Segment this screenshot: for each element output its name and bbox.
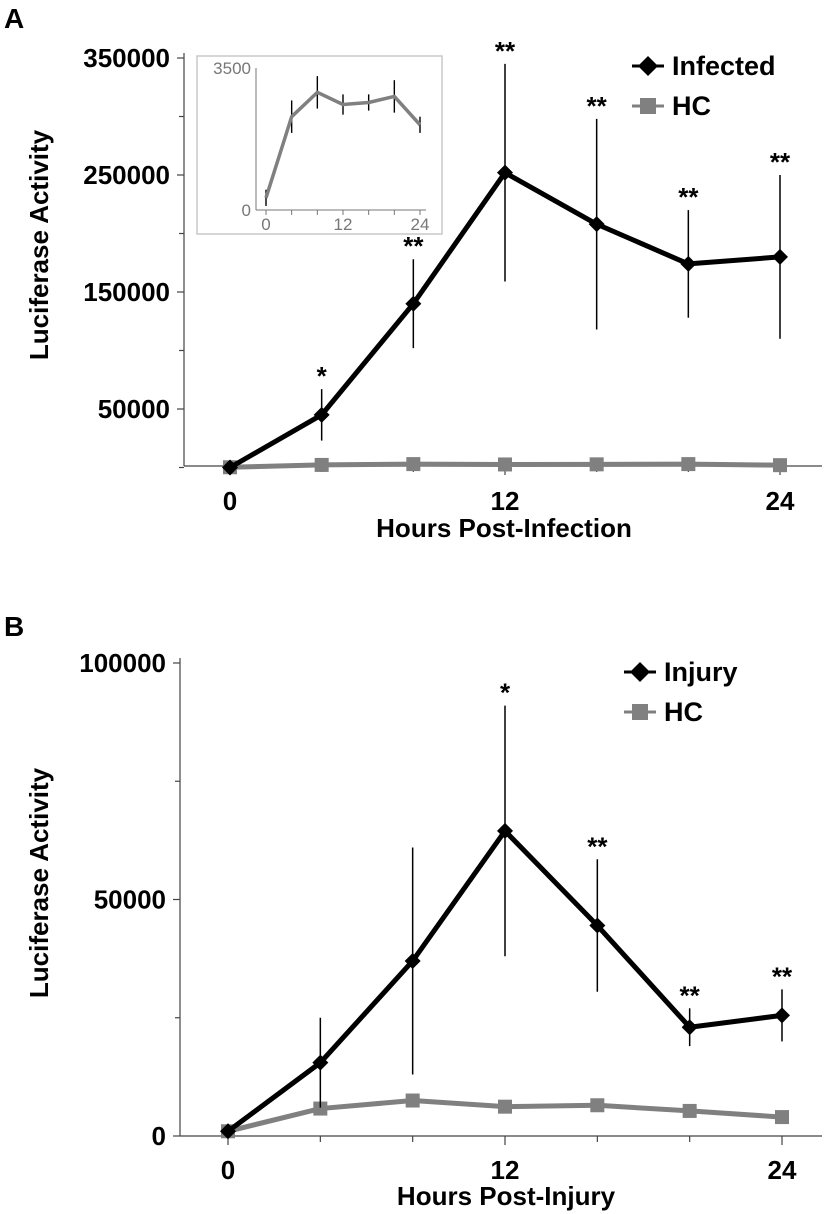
inset-x-tick-label: 0 bbox=[261, 215, 270, 234]
significance-label: ** bbox=[495, 36, 516, 66]
legend-label: HC bbox=[664, 697, 703, 727]
data-point bbox=[498, 457, 512, 472]
inset-y-tick-label: 0 bbox=[242, 201, 251, 220]
inset-y-tick-label: 3500 bbox=[213, 59, 251, 78]
data-point bbox=[498, 1099, 512, 1114]
data-point bbox=[590, 1098, 605, 1113]
significance-label: * bbox=[500, 678, 511, 708]
data-point bbox=[682, 1103, 697, 1118]
data-point bbox=[312, 1054, 329, 1071]
x-tick-label: 24 bbox=[766, 486, 795, 516]
data-point bbox=[774, 1007, 790, 1024]
significance-label: ** bbox=[680, 980, 701, 1010]
significance-label: ** bbox=[587, 91, 608, 121]
significance-label: ** bbox=[678, 182, 699, 212]
data-point bbox=[313, 406, 330, 423]
x-tick-label: 0 bbox=[221, 1155, 235, 1185]
panel-label: A bbox=[4, 3, 24, 34]
data-point bbox=[314, 457, 329, 472]
series-hc bbox=[221, 1093, 789, 1139]
x-axis-label: Hours Post-Infection bbox=[376, 513, 632, 543]
data-point bbox=[406, 457, 421, 472]
series-injury: ******* bbox=[220, 678, 793, 1140]
data-point bbox=[773, 458, 787, 473]
data-point bbox=[222, 459, 238, 476]
y-axis-label: Luciferase Activity bbox=[24, 767, 54, 998]
data-point bbox=[589, 917, 606, 934]
significance-label: ** bbox=[403, 231, 424, 261]
inset-frame bbox=[196, 55, 443, 235]
data-point bbox=[681, 457, 696, 472]
data-point bbox=[588, 216, 605, 233]
legend-label: HC bbox=[672, 91, 711, 121]
legend-marker bbox=[640, 98, 656, 114]
y-tick-label: 50000 bbox=[94, 885, 166, 915]
legend-marker bbox=[632, 704, 648, 720]
x-tick-label: 0 bbox=[223, 486, 237, 516]
inset-x-tick-label: 12 bbox=[334, 215, 353, 234]
inset-series-line bbox=[264, 90, 422, 199]
y-tick-label: 100000 bbox=[79, 648, 166, 678]
legend-marker bbox=[630, 662, 650, 682]
y-tick-label: 50000 bbox=[98, 394, 170, 424]
data-point bbox=[681, 1019, 698, 1036]
panel-b: B 0 12 24 0 50000 100000 Hours Post-Injury Lucif… bbox=[4, 611, 822, 1211]
inset-chart: 0 12 24 0 3500 bbox=[196, 55, 443, 235]
significance-label: * bbox=[317, 361, 328, 391]
significance-label: ** bbox=[772, 961, 793, 991]
y-tick-label: 150000 bbox=[83, 277, 170, 307]
y-tick-label: 0 bbox=[152, 1121, 166, 1151]
data-point bbox=[772, 248, 788, 265]
data-point bbox=[404, 952, 421, 969]
panel-label: B bbox=[4, 611, 24, 642]
significance-label: ** bbox=[770, 147, 791, 177]
data-point bbox=[405, 1093, 420, 1108]
data-point bbox=[497, 164, 513, 181]
inset-x-tick-label: 24 bbox=[411, 215, 430, 234]
data-point bbox=[313, 1101, 328, 1116]
significance-label: ** bbox=[587, 831, 608, 861]
legend-label: Injury bbox=[664, 657, 738, 687]
data-point bbox=[220, 1123, 236, 1140]
data-point bbox=[589, 457, 604, 472]
legend: Infected HC bbox=[632, 51, 776, 121]
legend: Injury HC bbox=[624, 657, 738, 727]
series-infected: *********** bbox=[222, 36, 791, 476]
data-point bbox=[775, 1110, 789, 1125]
y-tick-label: 250000 bbox=[83, 160, 170, 190]
data-point bbox=[405, 295, 422, 312]
y-axis-label: Luciferase Activity bbox=[24, 129, 54, 360]
x-tick-label: 12 bbox=[491, 486, 520, 516]
y-tick-label: 350000 bbox=[83, 43, 170, 73]
x-tick-label: 24 bbox=[768, 1155, 797, 1185]
legend-label: Infected bbox=[672, 51, 776, 81]
data-point bbox=[497, 822, 513, 839]
x-axis-label: Hours Post-Injury bbox=[397, 1181, 616, 1211]
data-point bbox=[680, 255, 697, 272]
x-tick-label: 12 bbox=[491, 1155, 520, 1185]
legend-marker bbox=[638, 56, 658, 76]
